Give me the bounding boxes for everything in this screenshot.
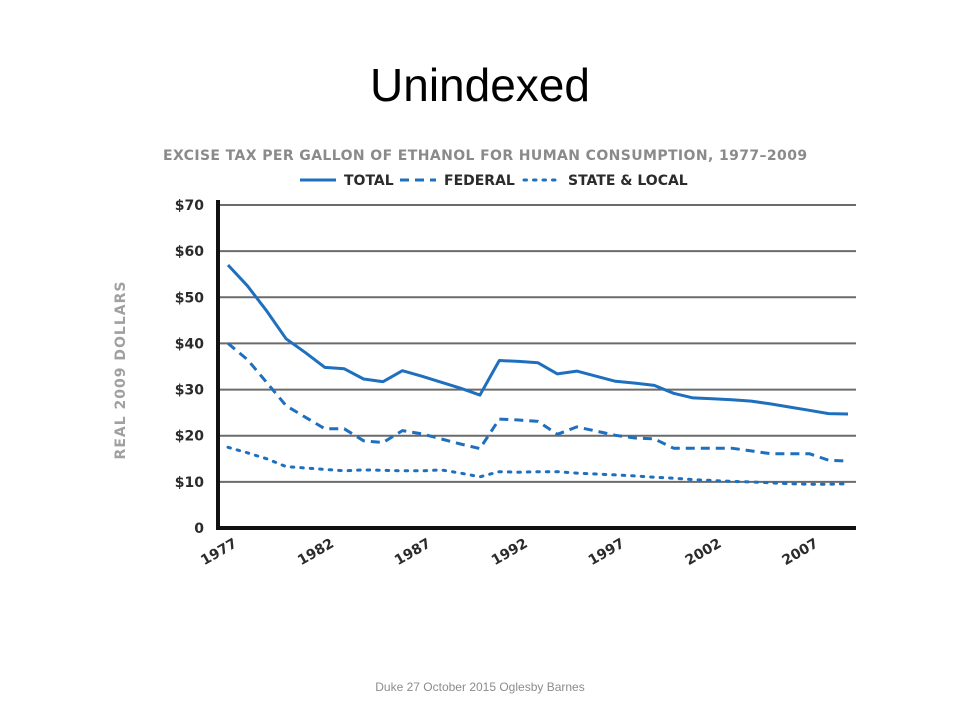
- legend-label: FEDERAL: [444, 173, 515, 189]
- y-axis-ticks: 0 $10 $20 $30 $40 $50 $60 $70: [175, 198, 204, 537]
- slide-footer: Duke 27 October 2015 Oglesby Barnes: [375, 680, 585, 694]
- x-tick-label: 1977: [198, 536, 240, 569]
- y-axis-label: REAL 2009 DOLLARS: [113, 281, 129, 460]
- legend-label: TOTAL: [344, 173, 394, 189]
- series-line-state-local: [226, 445, 850, 486]
- x-axis-ticks: 1977 1982 1987 1992 1997 2002 2007: [198, 536, 821, 569]
- y-tick-label: $60: [175, 244, 204, 260]
- y-tick-label: $50: [175, 290, 204, 306]
- series-line-federal: [227, 342, 849, 463]
- x-tick-label: 2002: [683, 536, 725, 569]
- x-tick-label: 1987: [392, 536, 434, 569]
- x-tick-label: 1982: [295, 536, 337, 569]
- y-tick-label: $40: [175, 336, 204, 352]
- y-tick-label: $10: [175, 475, 204, 491]
- chart-grid: [218, 204, 856, 483]
- y-tick-label: $20: [175, 429, 204, 445]
- x-tick-label: 1997: [586, 536, 628, 569]
- legend-label: STATE & LOCAL: [568, 173, 688, 189]
- chart-title: EXCISE TAX PER GALLON OF ETHANOL FOR HUM…: [163, 148, 807, 164]
- chart-legend: TOTAL FEDERAL STATE & LOCAL: [300, 173, 688, 189]
- y-tick-label: 0: [194, 521, 204, 537]
- chart-series: [226, 263, 850, 486]
- x-tick-label: 1992: [489, 536, 531, 569]
- y-tick-label: $30: [175, 383, 204, 399]
- y-tick-label: $70: [175, 198, 204, 214]
- series-line-total: [226, 263, 849, 416]
- x-tick-label: 2007: [780, 536, 822, 569]
- slide-title: Unindexed: [370, 59, 590, 111]
